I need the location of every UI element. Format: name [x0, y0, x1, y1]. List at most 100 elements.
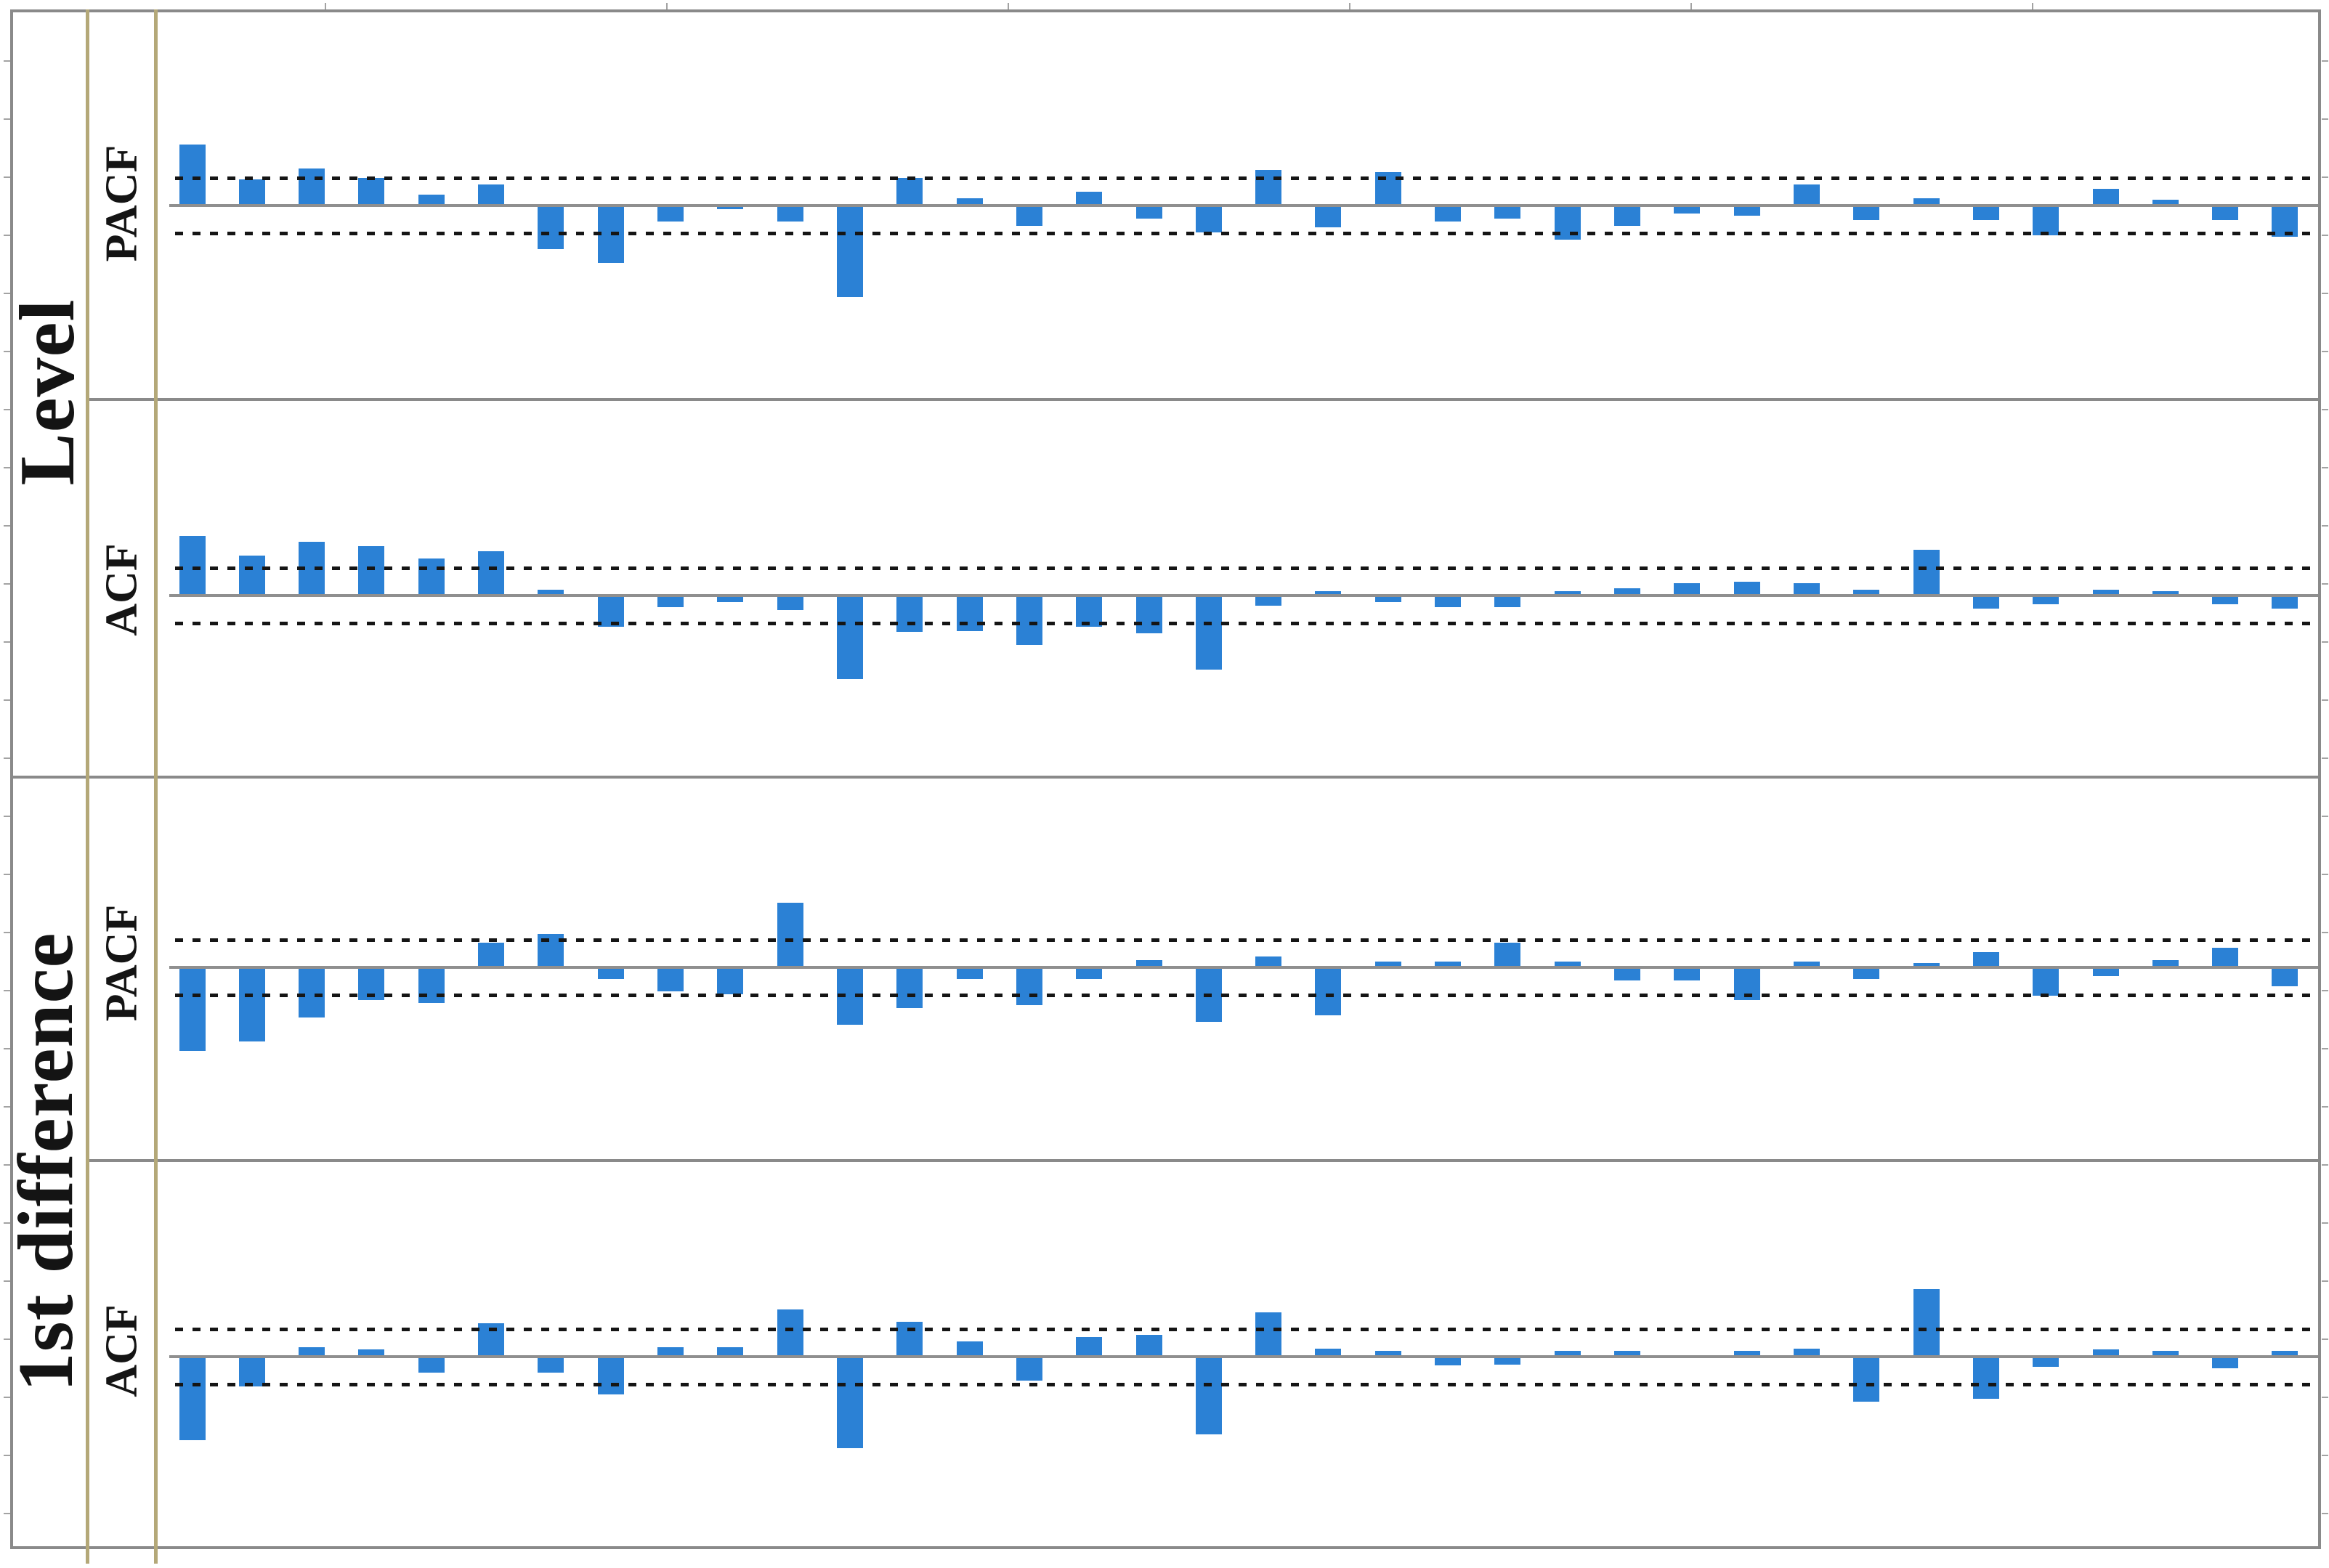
tick-mark [4, 118, 10, 120]
pacf-bar-lag-20 [1315, 206, 1341, 227]
acf-bar-lag-19 [1255, 1312, 1281, 1357]
pacf-bar-lag-1 [179, 145, 206, 206]
acf-bar-lag-15 [1016, 596, 1042, 645]
acf-bar-lag-10 [717, 1347, 743, 1357]
acf-bar-lag-17 [1136, 596, 1162, 633]
pacf-bar-lag-27 [1734, 206, 1760, 216]
figure-frame [10, 9, 2321, 1549]
pacf-bar-lag-32 [2033, 968, 2059, 996]
pacf-bar-lag-22 [1435, 962, 1461, 967]
acf-bar-lag-29 [1853, 590, 1879, 596]
tick-mark [4, 235, 10, 236]
acf-bar-lag-25 [1614, 588, 1640, 596]
tick-mark [2322, 699, 2328, 701]
upper-confidence-dashed-line [175, 566, 2318, 570]
tick-mark [4, 932, 10, 933]
pacf-bar-lag-35 [2212, 948, 2238, 967]
lower-confidence-dashed-line [175, 1383, 2318, 1386]
pacf-bar-lag-9 [657, 968, 684, 991]
acf-bar-lag-2 [239, 1357, 265, 1386]
pacf-bar-lag-16 [1076, 192, 1102, 206]
acf-bar-lag-33 [2093, 590, 2119, 596]
pacf-bar-lag-14 [957, 198, 983, 206]
tick-mark [2322, 235, 2328, 236]
tick-mark [4, 176, 10, 178]
tick-mark [4, 1339, 10, 1340]
acf-bar-lag-21 [1375, 1351, 1401, 1357]
acf-bar-lag-36 [2272, 1351, 2298, 1357]
pacf-bar-lag-17 [1136, 206, 1162, 219]
pacf-bar-lag-28 [1794, 184, 1820, 206]
acf-bar-lag-35 [2212, 1357, 2238, 1368]
tick-mark [4, 1164, 10, 1166]
tick-mark [4, 757, 10, 759]
tick-mark [2322, 1397, 2328, 1398]
tick-mark [4, 1106, 10, 1108]
tick-mark [2322, 932, 2328, 933]
tick-mark [2322, 118, 2328, 120]
tick-mark [4, 409, 10, 410]
pacf-bar-lag-32 [2033, 206, 2059, 235]
pacf-bar-lag-17 [1136, 960, 1162, 967]
acf-bar-lag-23 [1494, 596, 1520, 607]
pacf-bar-lag-12 [837, 206, 863, 297]
acf-bar-lag-4 [358, 546, 384, 596]
panel-label-firstdiff-pacf: PACF [97, 904, 147, 1022]
tick-mark [2322, 1106, 2328, 1108]
zero-axis-line [169, 204, 2320, 207]
pacf-bar-lag-31 [1973, 206, 1999, 220]
pacf-bar-lag-31 [1973, 952, 1999, 967]
tick-mark [2032, 3, 2033, 9]
pacf-bar-lag-8 [598, 968, 624, 979]
zero-axis-line [169, 1355, 2320, 1358]
acf-bar-lag-14 [957, 1341, 983, 1357]
acf-bar-lag-17 [1136, 1335, 1162, 1357]
tick-mark [2322, 583, 2328, 585]
pacf-bar-lag-2 [239, 179, 265, 206]
tick-mark [4, 990, 10, 991]
acf-bar-lag-24 [1555, 591, 1581, 596]
tick-mark [4, 1222, 10, 1224]
pacf-bar-lag-21 [1375, 962, 1401, 967]
acf-bar-lag-24 [1555, 1351, 1581, 1357]
acf-bar-lag-30 [1913, 550, 1940, 596]
acf-bar-lag-3 [299, 1347, 325, 1357]
pacf-bar-lag-30 [1913, 963, 1940, 967]
pacf-bar-lag-26 [1674, 206, 1700, 214]
acf-bar-lag-32 [2033, 596, 2059, 604]
tick-mark [2322, 990, 2328, 991]
tick-mark [2322, 641, 2328, 643]
pacf-bar-lag-5 [418, 195, 445, 206]
acf-bar-lag-5 [418, 558, 445, 596]
panel-label-firstdiff-acf: ACF [97, 1304, 147, 1397]
pacf-bar-lag-11 [777, 903, 803, 967]
tick-mark [4, 1048, 10, 1049]
tick-mark [325, 3, 326, 9]
pacf-bar-lag-19 [1255, 956, 1281, 967]
acf-bar-lag-6 [478, 551, 504, 596]
tick-mark [4, 1513, 10, 1514]
pacf-bar-lag-26 [1674, 968, 1700, 980]
acf-bar-lag-35 [2212, 596, 2238, 604]
tick-mark [4, 816, 10, 817]
tick-mark [666, 3, 668, 9]
tick-mark [2322, 60, 2328, 62]
pacf-bar-lag-20 [1315, 968, 1341, 1015]
tick-mark [4, 525, 10, 527]
column-separator-line-1 [86, 9, 89, 1564]
acf-bar-lag-1 [179, 1357, 206, 1440]
panel-label-level-pacf: PACF [97, 145, 147, 262]
acf-bar-lag-11 [777, 596, 803, 610]
pacf-bar-lag-23 [1494, 206, 1520, 219]
pacf-bar-lag-3 [299, 168, 325, 206]
pacf-bar-lag-33 [2093, 968, 2119, 976]
pacf-bar-lag-35 [2212, 206, 2238, 220]
pacf-bar-lag-7 [538, 206, 564, 249]
acf-bar-lag-28 [1794, 583, 1820, 596]
pacf-bar-lag-34 [2152, 200, 2179, 206]
acf-bar-lag-20 [1315, 1349, 1341, 1357]
acf-bar-lag-20 [1315, 591, 1341, 596]
acf-bar-lag-14 [957, 596, 983, 631]
pacf-bar-lag-1 [179, 968, 206, 1051]
tick-mark [4, 60, 10, 62]
